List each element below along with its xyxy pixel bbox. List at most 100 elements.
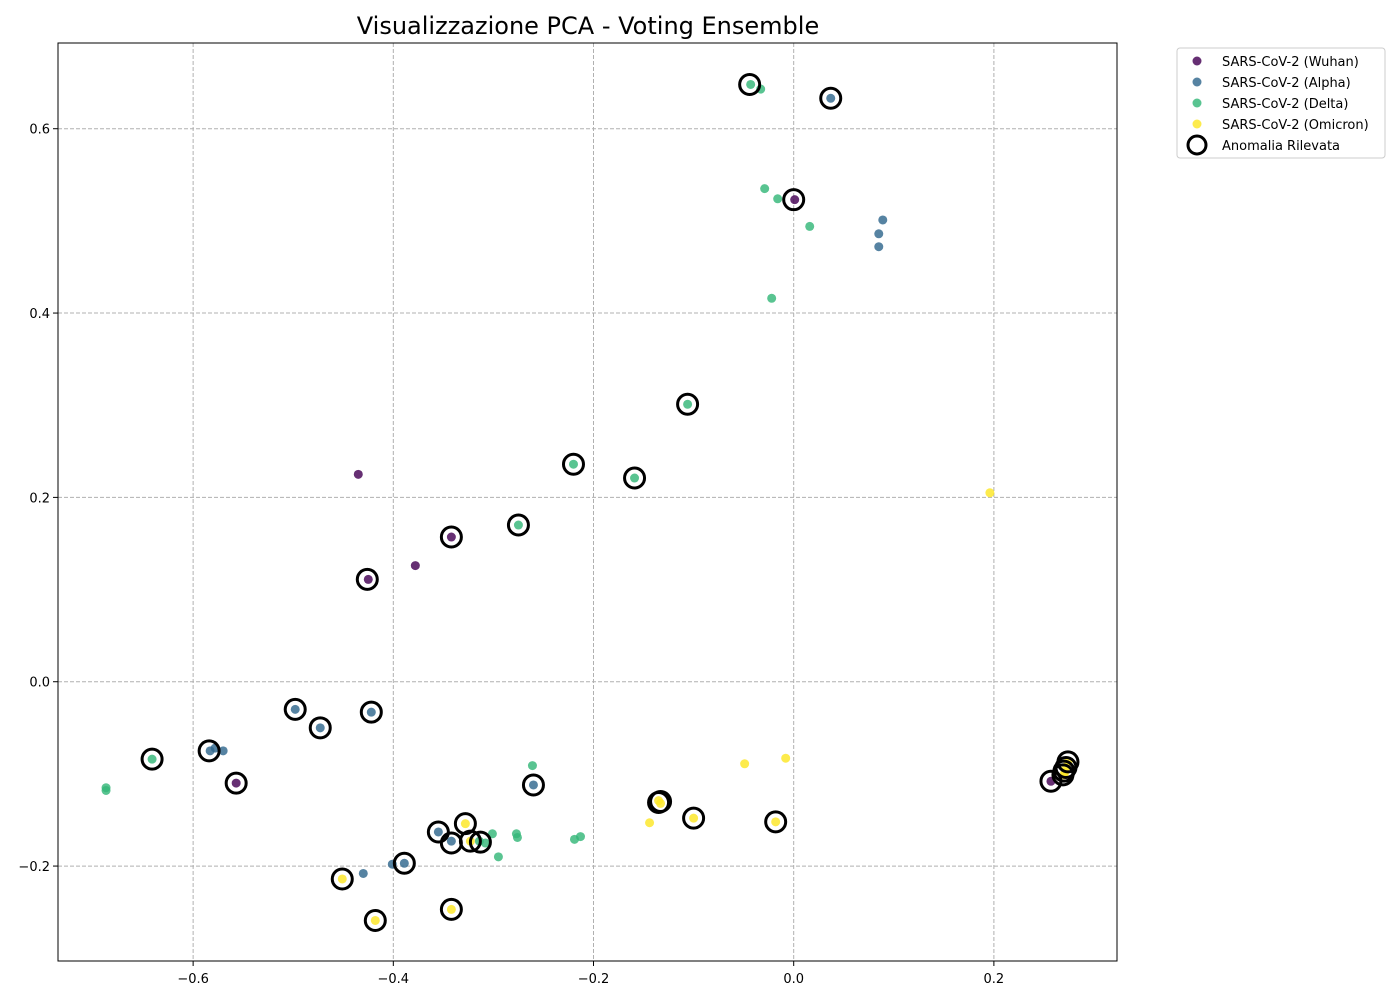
anomaly-marker [458,829,482,853]
legend: SARS-CoV-2 (Wuhan) SARS-CoV-2 (Alpha) SARS… [1176,47,1386,159]
anomaly-marker [623,466,647,490]
legend-label-delta: SARS-CoV-2 (Delta) [1222,97,1348,112]
y-tick-label: −0.2 [18,860,50,875]
data-point-omicron [689,813,699,823]
data-point-delta [513,520,523,530]
data-point-delta [683,399,693,409]
anomaly-marker [439,525,463,549]
data-point-alpha [528,780,538,790]
data-point-delta [805,221,815,231]
data-point-alpha [366,707,376,717]
x-tick-label: −0.4 [378,972,410,987]
data-point-omicron [337,874,347,884]
y-tick-label: 0.6 [29,123,50,138]
data-point-delta [493,852,503,862]
anomaly-marker [521,773,545,797]
data-point-omicron [460,819,470,829]
data-point-delta [575,832,585,842]
data-point-delta [147,754,157,764]
data-point-alpha [826,93,836,103]
y-tick-label: 0.2 [29,491,50,506]
anomaly-marker [224,771,248,795]
data-point-wuhan [363,574,373,584]
data-point-alpha [399,858,409,868]
data-point-omicron [656,798,666,808]
anomaly-marker [506,513,530,537]
data-point-alpha [446,836,456,846]
x-axis: −0.6 −0.4 −0.2 0.0 0.2 [177,961,1004,987]
data-point-alpha [874,242,884,252]
y-tick-label: 0.0 [29,676,50,691]
anomaly-marker [561,452,585,476]
legend-marker-wuhan [1192,56,1202,66]
data-point-delta [527,761,537,771]
data-point-omicron [370,915,380,925]
legend-marker-delta [1192,98,1202,108]
y-tick-label: 0.4 [29,307,50,322]
anomaly-marker [738,72,762,96]
data-point-omicron [446,904,456,914]
data-point-omicron [645,818,655,828]
y-axis: −0.2 0.0 0.2 0.4 0.6 [18,123,58,875]
anomaly-marker [676,392,700,416]
legend-marker-alpha [1192,77,1202,87]
data-point-omicron [771,817,781,827]
legend-marker-omicron [1192,119,1202,129]
legend-box [1176,47,1386,159]
anomaly-marker [197,739,221,763]
anomaly-marker [359,700,383,724]
legend-label-wuhan: SARS-CoV-2 (Wuhan) [1222,55,1359,70]
legend-marker-anomaly [1186,134,1208,156]
anomaly-marker [682,806,706,830]
data-point-wuhan [353,469,363,479]
anomaly-marker [1051,763,1075,787]
data-point-delta [480,838,490,848]
x-tick-label: 0.0 [783,972,804,987]
data-point-wuhan [790,195,800,205]
data-point-alpha [218,746,228,756]
anomaly-marker [363,908,387,932]
data-point-omicron [985,488,995,498]
anomaly-marker [140,747,164,771]
legend-label-alpha: SARS-CoV-2 (Alpha) [1222,76,1351,91]
data-point-omicron [781,753,791,763]
data-point-delta [767,293,777,303]
anomaly-marker [330,867,354,891]
data-point-delta [760,184,770,194]
data-point-delta [101,785,111,795]
data-point-delta [773,194,783,204]
anomaly-marker [468,830,492,854]
anomaly-marker [355,567,379,591]
legend-label-anomaly: Anomalia Rilevata [1222,139,1340,154]
x-tick-label: 0.2 [984,972,1005,987]
anomaly-marker [782,188,806,212]
data-point-alpha [878,215,888,225]
data-point-delta [568,459,578,469]
anomaly-marker [308,716,332,740]
plot-area-frame [57,42,1118,962]
grid-lines [58,43,1117,961]
anomaly-marker [819,86,843,110]
data-point-wuhan [410,561,420,571]
data-point-alpha [433,827,443,837]
data-point-wuhan [446,532,456,542]
data-point-alpha [358,868,368,878]
data-points [101,79,1073,925]
data-point-delta [746,79,756,89]
anomaly-marker [649,790,673,814]
data-point-alpha [290,704,300,714]
anomaly-marker [283,697,307,721]
anomaly-marker [392,851,416,875]
x-tick-label: −0.6 [177,972,209,987]
anomaly-markers [140,72,1080,932]
chart-title: Visualizzazione PCA - Voting Ensemble [357,12,819,40]
anomaly-marker [439,897,463,921]
anomaly-marker [764,810,788,834]
data-point-omicron [740,759,750,769]
legend-label-omicron: SARS-CoV-2 (Omicron) [1222,118,1369,133]
data-point-wuhan [231,778,241,788]
data-point-alpha [874,229,884,239]
data-point-delta [512,832,522,842]
data-point-delta [630,473,640,483]
